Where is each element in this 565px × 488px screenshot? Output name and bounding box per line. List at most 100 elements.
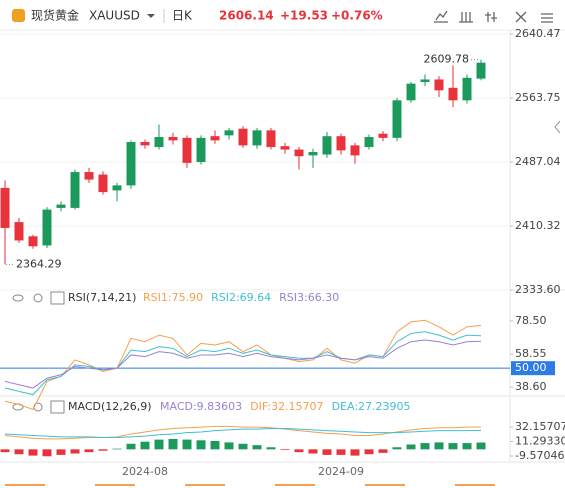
macd-bar: [28, 449, 38, 456]
candle-body: [14, 222, 24, 241]
candle-body: [308, 152, 318, 156]
candle-body: [84, 172, 94, 180]
legend-entry: MACD:9.83603: [160, 400, 242, 413]
macd-bar: [0, 449, 10, 453]
macd-bar: [406, 444, 416, 450]
macd-bar: [182, 439, 192, 450]
period[interactable]: 日K: [172, 9, 193, 23]
y-tick-label: 78.50: [515, 314, 547, 327]
macd-bar: [336, 449, 346, 455]
candle-body: [196, 137, 206, 163]
candle-body: [336, 136, 346, 151]
footer-dashes: [5, 484, 495, 486]
candle-body: [112, 185, 122, 191]
price: 2606.14: [219, 9, 274, 23]
x-tick-label: 2024-09: [318, 465, 364, 478]
series-line: [4, 425, 482, 440]
legend-entry: RSI3:66.30: [279, 291, 339, 304]
macd-bar: [420, 443, 430, 450]
macd-bar: [462, 443, 472, 450]
candle-body: [210, 136, 220, 141]
low-annotation: 2364.29: [16, 257, 62, 270]
y-tick-label: 2410.32: [515, 219, 561, 232]
dropdown-arrow[interactable]: [147, 14, 155, 18]
candle-body: [140, 142, 150, 146]
macd-bar: [98, 449, 108, 451]
candle-body: [70, 172, 80, 208]
expand-icon[interactable]: [50, 400, 65, 414]
macd-bar: [224, 442, 234, 450]
macd-bar: [168, 438, 178, 450]
rsi-title: RSI(7,14,21): [68, 291, 136, 304]
candle-body: [406, 83, 416, 101]
candle-body: [364, 137, 374, 148]
candle-body: [56, 204, 66, 208]
y-tick-label: 38.60: [515, 380, 547, 393]
change-pct: +0.76%: [331, 9, 383, 23]
tick-highlight: [511, 361, 555, 376]
series-line: [4, 427, 482, 439]
candle-body: [280, 146, 290, 150]
macd-bar: [350, 449, 360, 456]
y-tick-label: -9.57046: [515, 449, 564, 462]
candle-body: [448, 87, 458, 101]
gear-icon[interactable]: [33, 293, 43, 303]
series-line: [4, 319, 482, 411]
candle-body: [224, 130, 234, 136]
legend-entry: DIF:32.15707: [250, 400, 323, 413]
y-tick-label: 2487.04: [515, 155, 561, 168]
settings-icon[interactable]: [541, 13, 553, 23]
y-tick-label: 11.29330: [515, 434, 565, 447]
high-annotation: 2609.78: [424, 53, 470, 66]
y-tick-label: 2333.60: [515, 283, 561, 296]
candle-body: [434, 79, 444, 91]
fullscreen-icon[interactable]: [515, 11, 527, 23]
macd-bar: [238, 443, 248, 450]
macd-bar: [154, 439, 164, 450]
candle-body: [42, 209, 52, 246]
candle-body: [126, 142, 136, 186]
eye-icon[interactable]: [12, 294, 24, 302]
legend-entry: RSI1:75.90: [143, 291, 203, 304]
macd-bar: [252, 445, 262, 450]
candle-body: [182, 137, 192, 163]
candle-body: [322, 136, 332, 155]
macd-bar: [14, 449, 24, 455]
draw-tool-icon[interactable]: [434, 10, 448, 23]
candle-body: [98, 174, 108, 193]
series-line: [4, 339, 482, 389]
change: +19.53: [280, 9, 328, 23]
macd-bar: [448, 443, 458, 450]
y-tick-label: 50.00: [515, 361, 547, 374]
candle-body: [238, 128, 248, 146]
macd-bar: [434, 442, 444, 450]
macd-bar: [140, 441, 150, 450]
macd-bar: [392, 447, 402, 450]
macd-bar: [364, 449, 374, 455]
macd-bar: [266, 447, 276, 450]
macd-bar: [42, 449, 52, 457]
x-tick-label: 2024-08: [122, 465, 168, 478]
candle-body: [168, 137, 178, 141]
candle-body: [294, 149, 304, 157]
macd-bar: [210, 441, 220, 450]
instrument-name[interactable]: 现货黄金: [31, 8, 79, 23]
macd-bar: [280, 449, 290, 451]
symbol[interactable]: XAUUSD: [89, 9, 140, 23]
macd-bar: [56, 449, 66, 455]
expand-icon[interactable]: [50, 291, 65, 305]
collapse-handle[interactable]: [554, 120, 561, 134]
legend-entry: RSI2:69.64: [211, 291, 271, 304]
series-line: [4, 331, 482, 396]
candle-body: [28, 236, 38, 247]
legend-entry: DEA:27.23905: [332, 400, 411, 413]
macd-bar: [84, 449, 94, 453]
candle-body: [0, 187, 10, 228]
macd-bar: [378, 449, 388, 453]
candle-icon[interactable]: [485, 12, 497, 22]
indicator-icon[interactable]: [459, 12, 473, 23]
y-tick-label: 58.55: [515, 347, 547, 360]
candle-body: [252, 130, 262, 146]
candle-body: [266, 130, 276, 148]
macd-bar: [476, 442, 486, 450]
